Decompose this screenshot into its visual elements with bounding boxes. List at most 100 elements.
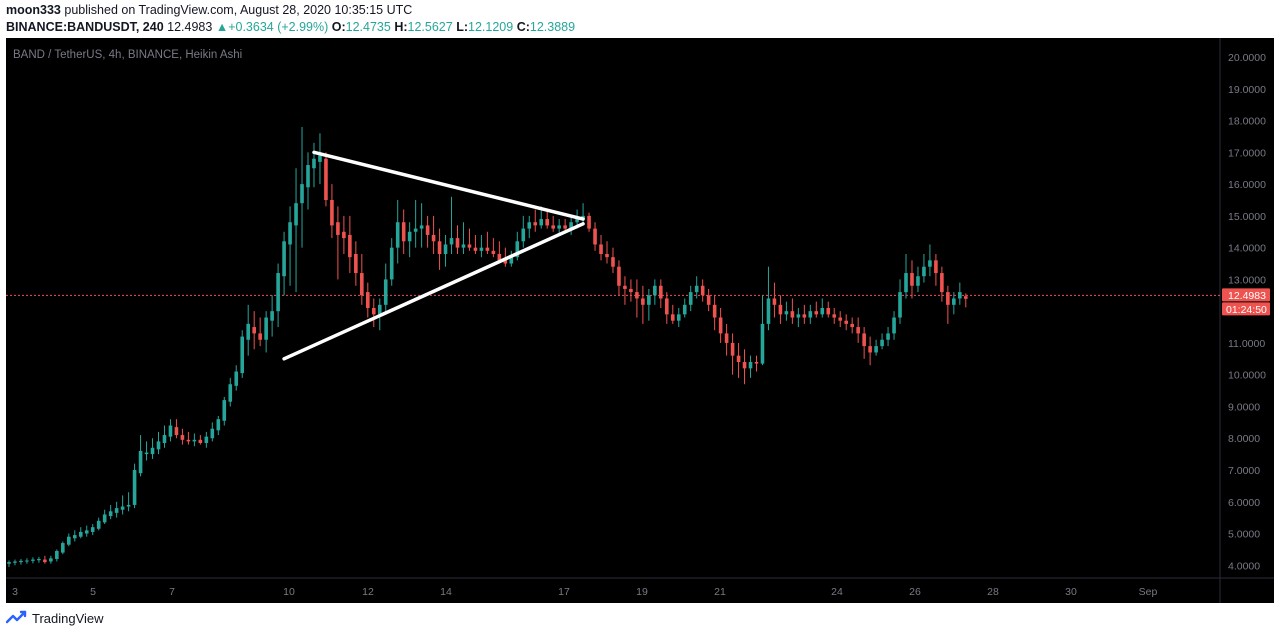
candle-body (647, 295, 651, 305)
candle-body (748, 362, 753, 369)
candle (168, 419, 173, 442)
candle (258, 317, 262, 347)
candle-body (306, 165, 310, 188)
candle (629, 279, 633, 302)
candle (790, 298, 795, 324)
candle (820, 298, 825, 318)
candle-body (282, 241, 286, 277)
published-text: published on TradingView.com, August 28,… (64, 3, 413, 17)
candle (527, 215, 532, 239)
candle-body (700, 285, 705, 296)
candle-body (964, 296, 968, 299)
candle-body (431, 234, 436, 242)
candle-body (934, 260, 938, 274)
candle (72, 530, 77, 542)
x-tick-label: 19 (636, 586, 648, 598)
candle (557, 219, 561, 235)
candle-body (754, 362, 759, 364)
candle-body (521, 228, 526, 242)
candle (946, 285, 950, 324)
candle-body (198, 439, 203, 443)
candle (126, 492, 131, 512)
y-tick-label: 5.0000 (1228, 529, 1260, 541)
candle-body (587, 215, 591, 229)
candle-body (563, 225, 567, 229)
candle (958, 282, 962, 305)
candle (802, 304, 807, 324)
author-name[interactable]: moon333 (6, 3, 61, 17)
candle-body (318, 155, 322, 162)
candle-body (377, 304, 382, 315)
upper-triangle-line[interactable] (312, 150, 585, 221)
candle-body (772, 298, 777, 305)
close-label: C: (516, 20, 530, 34)
candle (354, 241, 358, 286)
candle (19, 558, 23, 565)
candle (383, 263, 388, 312)
candle (425, 215, 430, 248)
candle-body (84, 530, 89, 534)
candle-body (617, 266, 621, 286)
candle-body (371, 308, 376, 315)
candle-body (491, 250, 496, 254)
candle (880, 333, 884, 350)
candle (336, 206, 340, 280)
candle-body (790, 311, 795, 318)
candle (13, 559, 17, 566)
candle (479, 234, 484, 258)
price-chart[interactable]: BAND / TetherUS, 4h, BINANCE, Heikin Ash… (0, 38, 1280, 603)
y-tick-label: 14.0000 (1228, 243, 1266, 255)
candle (288, 206, 292, 286)
candle-body (958, 292, 962, 299)
candle-body (730, 342, 735, 356)
candle (551, 215, 555, 232)
candle (300, 126, 304, 248)
candle-body (443, 244, 448, 254)
candle (84, 525, 89, 537)
candle (61, 541, 65, 555)
lower-triangle-line[interactable] (282, 222, 585, 361)
candle-body (132, 470, 137, 505)
candle-body (455, 238, 460, 248)
candle (276, 263, 280, 328)
candle (114, 501, 119, 518)
candle-body (461, 244, 466, 248)
publish-line: moon333 published on TradingView.com, Au… (6, 3, 412, 17)
candle-body (557, 225, 561, 229)
candle (754, 355, 759, 372)
change-up-icon: ▲ (215, 20, 229, 34)
candle (611, 247, 615, 274)
candle (132, 463, 137, 509)
footer-branding[interactable]: TradingView (6, 609, 104, 627)
candle-body (593, 228, 597, 245)
candle (180, 428, 185, 445)
candle (647, 288, 651, 321)
x-tick-label: 5 (90, 586, 96, 598)
candle (838, 311, 843, 328)
candle (138, 435, 143, 477)
candle (25, 558, 29, 564)
candle (389, 238, 394, 286)
time-axis[interactable]: 3 5 7 10 12 14 17 19 21 24 26 28 30 Sep (12, 586, 1157, 598)
candle-body (952, 298, 956, 305)
candle-body (264, 317, 268, 340)
candle-body (611, 257, 615, 267)
candle (222, 396, 227, 426)
candle (67, 533, 71, 547)
candle (808, 304, 813, 324)
candle (886, 327, 890, 347)
candle-body (61, 543, 65, 553)
price-axis[interactable]: 4.0000 5.0000 6.0000 7.0000 8.0000 9.0000 10.0… (1228, 52, 1266, 572)
candle-body (605, 254, 609, 258)
candle-body (718, 317, 723, 334)
candle (282, 231, 286, 296)
candle (443, 234, 448, 267)
last-price-tag-text: 12.4983 (1228, 290, 1266, 302)
y-tick-label: 18.0000 (1228, 116, 1266, 128)
y-tick-label: 6.0000 (1228, 497, 1260, 509)
candle-body (742, 362, 747, 369)
candle-body (49, 558, 53, 562)
candle (198, 435, 203, 445)
drawings[interactable] (282, 150, 585, 361)
candle-body (874, 346, 878, 353)
